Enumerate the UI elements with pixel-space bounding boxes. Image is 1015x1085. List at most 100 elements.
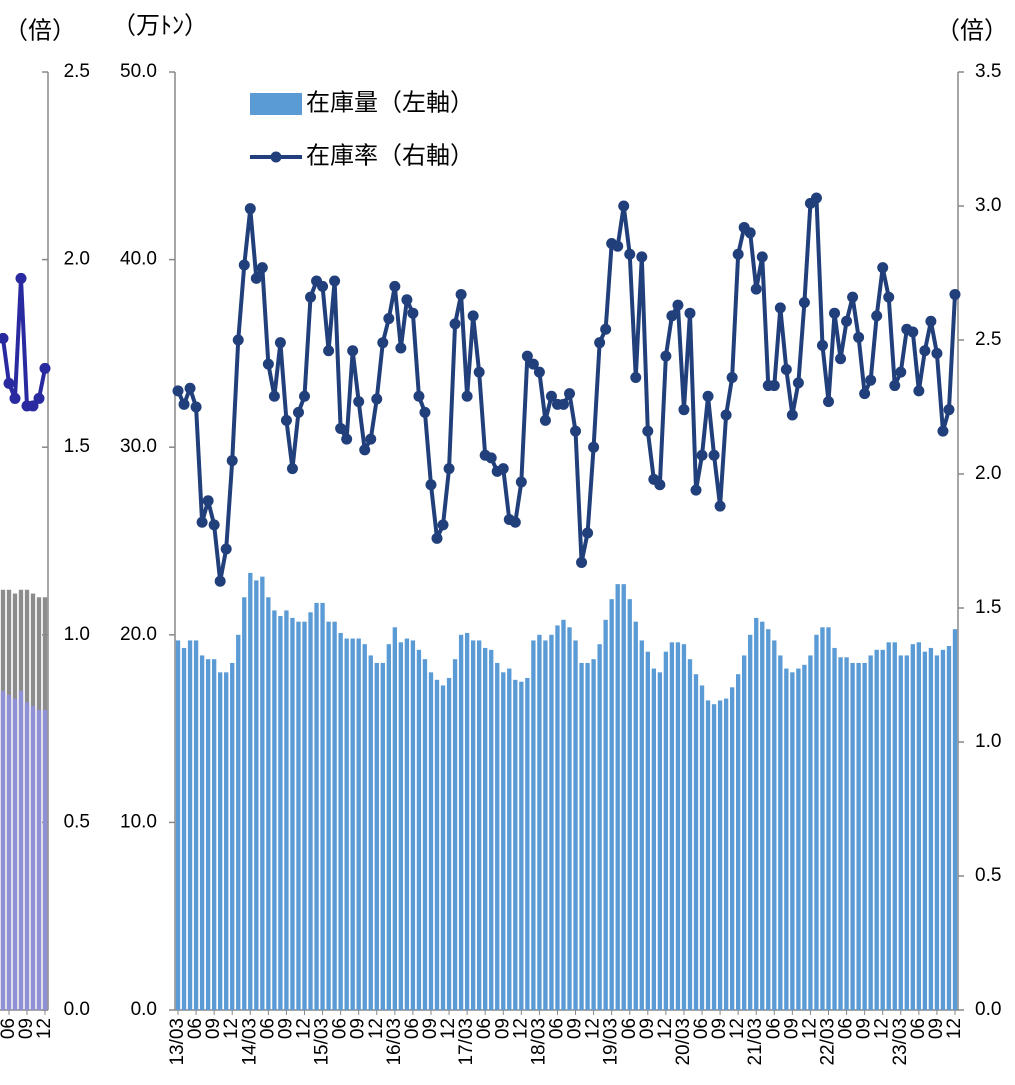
line-marker — [335, 422, 347, 434]
bar — [374, 662, 379, 1010]
line-marker — [907, 326, 919, 338]
y-axis-title: （倍） — [4, 17, 76, 44]
bar — [735, 674, 741, 1010]
x-tick-label: 12 — [366, 1018, 387, 1039]
bar — [615, 584, 620, 1010]
legend-swatch — [270, 151, 282, 163]
x-tick-label: 09 — [275, 1018, 296, 1039]
line-marker — [425, 479, 437, 491]
line-marker — [570, 425, 582, 437]
bar — [922, 651, 928, 1010]
line-marker — [744, 227, 756, 239]
line-marker — [202, 495, 214, 507]
line-marker — [810, 192, 822, 204]
bar — [513, 679, 518, 1010]
x-tick-label: 21/03 — [745, 1018, 766, 1066]
y-tick-label: 2.5 — [64, 61, 90, 82]
line-marker — [835, 353, 847, 365]
bar — [320, 602, 325, 1010]
line-marker — [678, 404, 690, 416]
bar — [236, 634, 241, 1010]
x-tick-label: 12 — [655, 1018, 676, 1039]
y-tick-label: 1.0 — [64, 624, 90, 645]
bar — [705, 700, 711, 1010]
line-marker — [178, 398, 190, 410]
bar — [657, 672, 663, 1010]
line-marker — [786, 409, 798, 421]
line-marker — [654, 479, 666, 491]
line-marker — [292, 406, 304, 418]
line-marker — [359, 444, 371, 456]
legend-label: 在庫量（左軸） — [306, 89, 474, 116]
bar — [723, 698, 729, 1010]
bar — [464, 632, 470, 1010]
bar — [898, 655, 903, 1010]
bar — [645, 651, 650, 1010]
line-marker — [768, 380, 780, 392]
y-tick-label: 30.0 — [120, 436, 157, 457]
bar — [627, 599, 632, 1010]
line-marker — [823, 396, 835, 408]
bar — [663, 651, 669, 1010]
line-marker — [594, 337, 606, 349]
bar — [591, 659, 596, 1010]
bar — [24, 702, 30, 1010]
bar — [754, 617, 759, 1010]
line-marker — [33, 392, 45, 404]
line-marker — [220, 543, 232, 555]
bar — [808, 655, 813, 1010]
bar — [507, 668, 512, 1010]
bar — [314, 602, 319, 1010]
x-tick-label: 06 — [546, 1018, 567, 1039]
bar — [681, 644, 687, 1010]
bar — [308, 612, 313, 1010]
bar — [278, 616, 283, 1010]
x-tick-label: 06 — [0, 1018, 19, 1039]
bar — [489, 649, 494, 1010]
x-tick-label: 12 — [583, 1018, 604, 1039]
line — [176, 195, 957, 584]
y-tick-label: 0.0 — [64, 999, 90, 1020]
line-marker — [365, 433, 377, 445]
bar — [350, 638, 355, 1010]
line-marker — [226, 455, 238, 467]
bar — [356, 638, 361, 1010]
line-marker — [377, 337, 389, 349]
bar — [850, 662, 855, 1010]
line-marker — [576, 556, 588, 568]
x-tick-label: 12 — [944, 1018, 965, 1039]
bar — [687, 659, 693, 1010]
bar — [495, 662, 500, 1010]
line-marker — [256, 262, 268, 274]
line-marker — [714, 500, 726, 512]
line-marker — [515, 476, 527, 488]
line-marker — [184, 382, 196, 394]
x-tick-label: 12 — [727, 1018, 748, 1039]
bar — [338, 632, 343, 1010]
bar — [272, 610, 277, 1010]
x-tick-label: 06 — [763, 1018, 784, 1039]
line-marker — [244, 203, 256, 215]
x-tick-label: 15/03 — [312, 1018, 333, 1066]
line-marker — [588, 441, 600, 453]
line-marker — [232, 334, 244, 346]
line-marker — [389, 280, 401, 292]
line-marker — [533, 366, 545, 378]
line-marker — [413, 390, 425, 402]
line-marker — [509, 516, 521, 528]
bar — [802, 664, 807, 1010]
line-marker — [708, 449, 720, 461]
line-marker — [696, 449, 708, 461]
bar — [573, 640, 578, 1010]
x-tick-label: 12 — [294, 1018, 315, 1039]
x-tick-label: 12 — [438, 1018, 459, 1039]
y-axis-title: （万ﾄﾝ） — [112, 12, 208, 39]
x-tick-label: 22/03 — [818, 1018, 839, 1066]
bar — [760, 621, 765, 1010]
bar — [224, 672, 229, 1010]
x-tick-label: 06 — [257, 1018, 278, 1039]
bar — [820, 627, 825, 1010]
line-marker — [461, 390, 473, 402]
